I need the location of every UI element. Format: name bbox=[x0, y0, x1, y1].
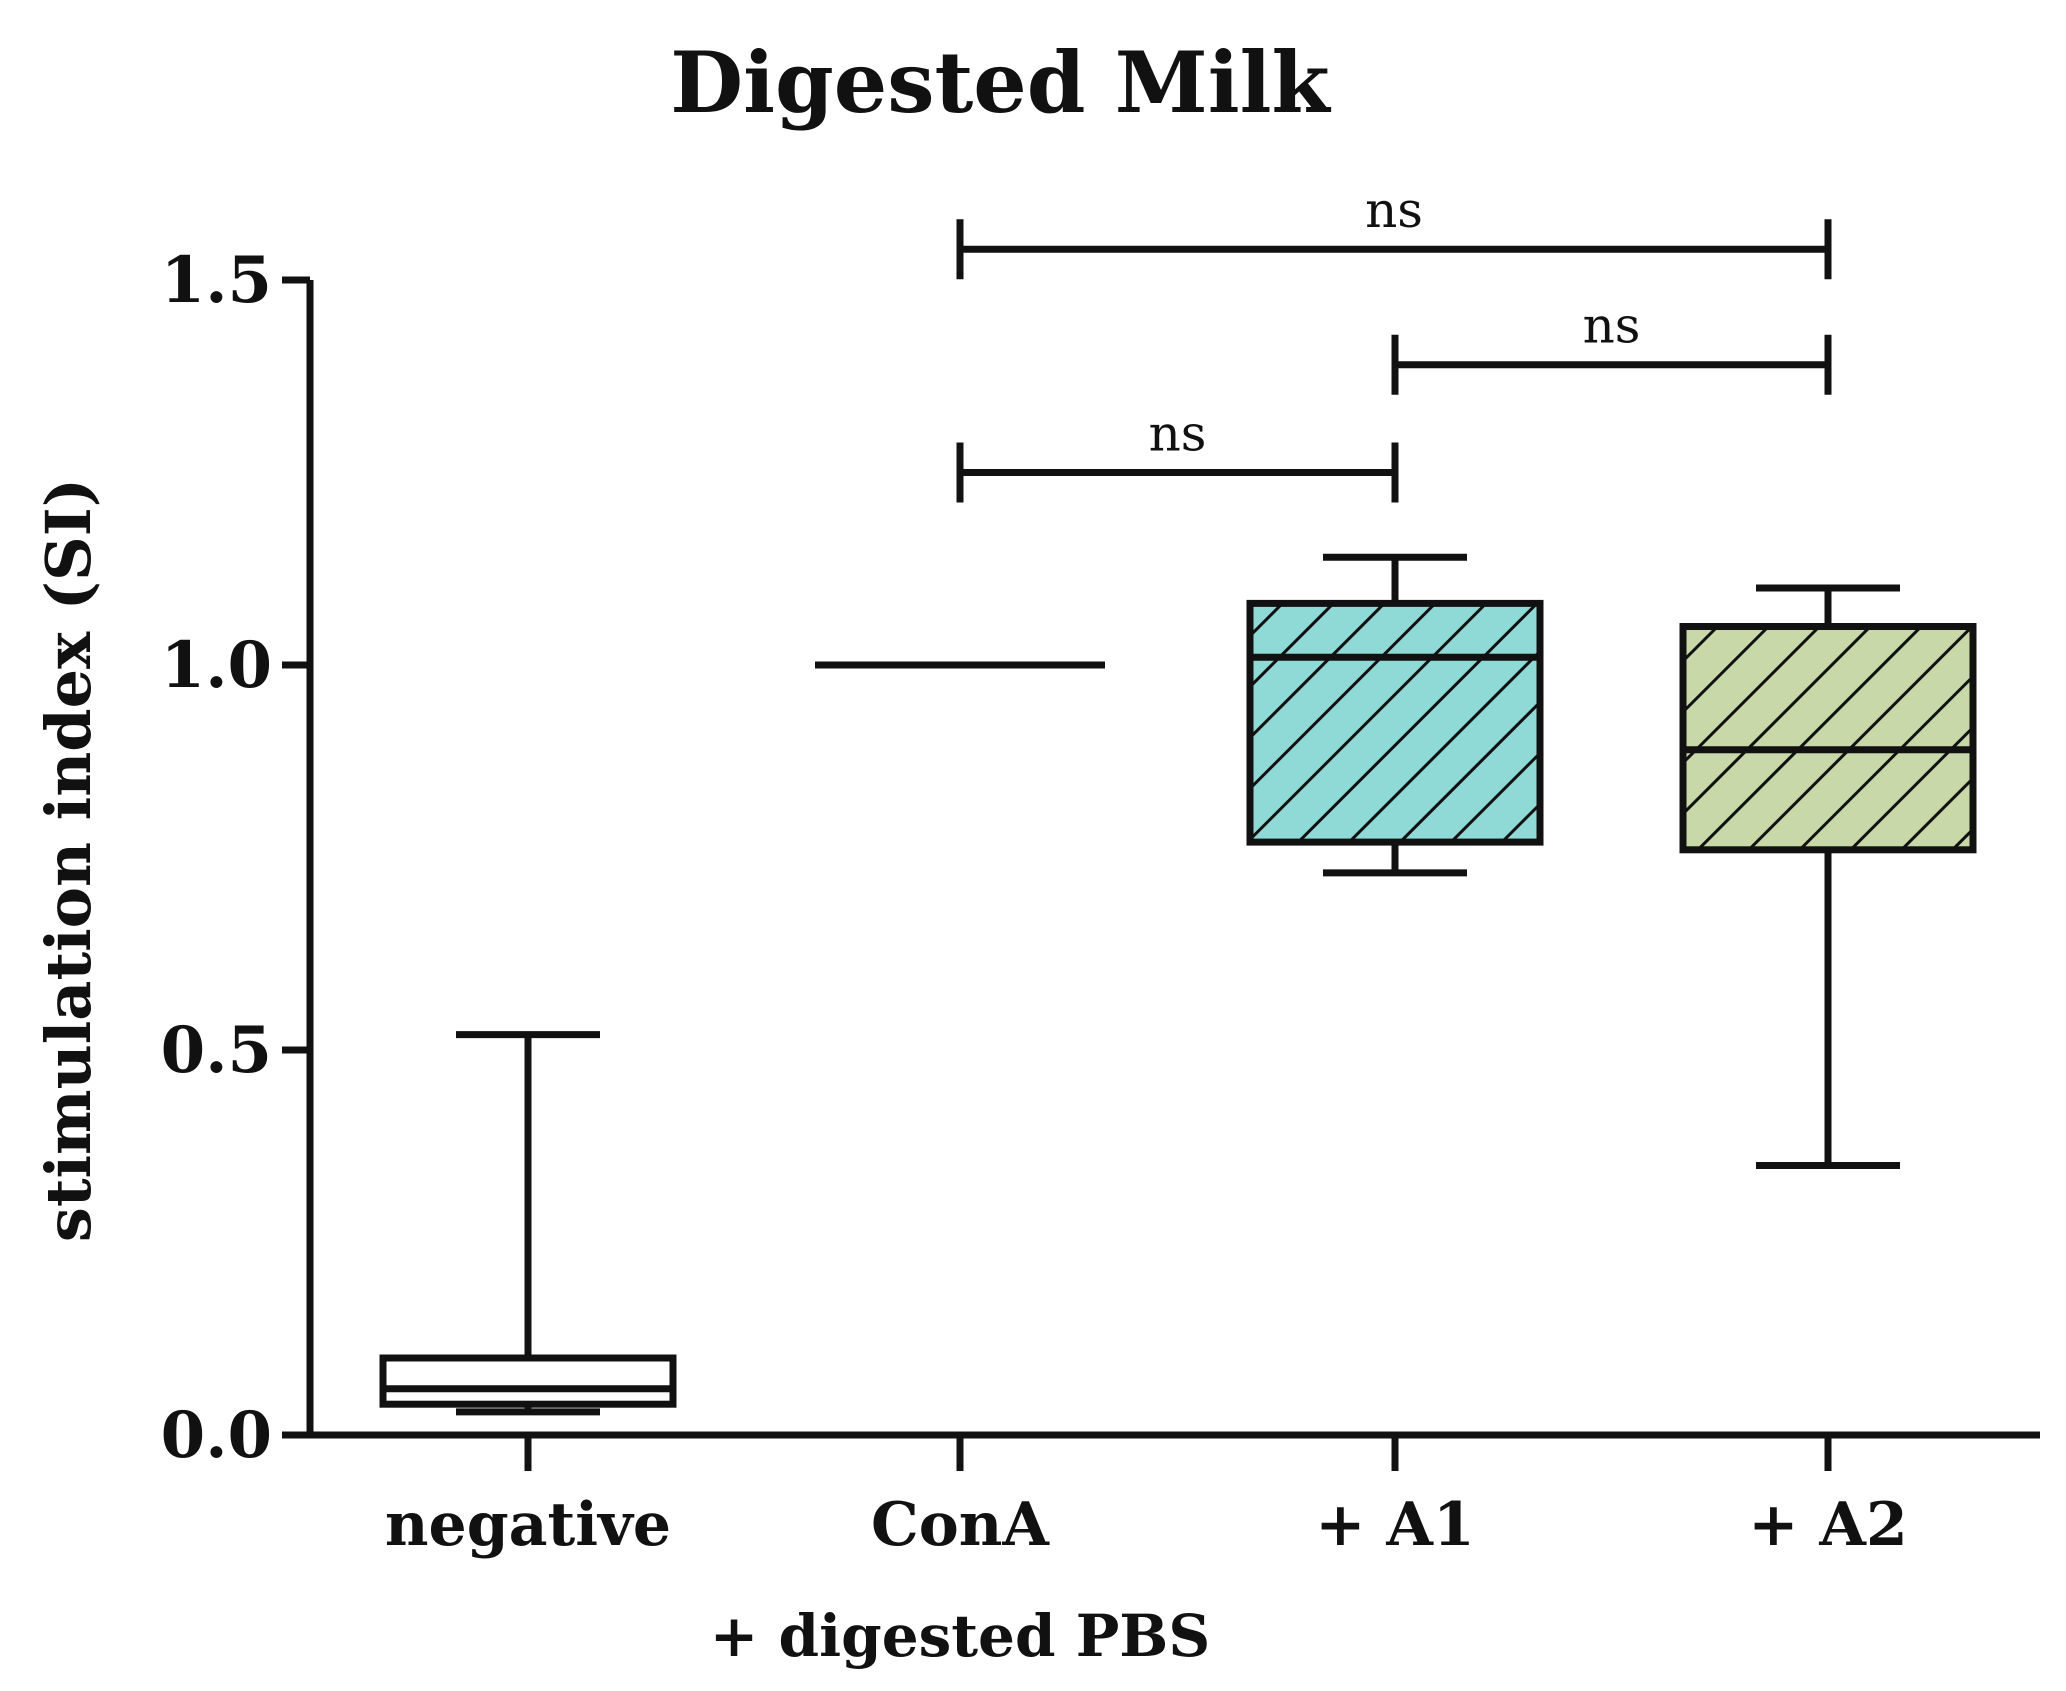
box-hatch-2 bbox=[1250, 603, 1540, 843]
boxes bbox=[379, 553, 1977, 1416]
box-fill-0 bbox=[383, 1358, 673, 1405]
significance-bracket-1: ns bbox=[1391, 297, 1832, 395]
group-label: + digested PBS bbox=[710, 1602, 1210, 1670]
bracket-label-1: ns bbox=[1583, 297, 1641, 355]
box-3 bbox=[1679, 584, 1977, 1169]
y-tick-label-3: 1.5 bbox=[161, 243, 272, 318]
x-tick-label-2: + A1 bbox=[1315, 1490, 1474, 1560]
box-outline-3 bbox=[1679, 623, 1977, 854]
box-2 bbox=[1246, 553, 1544, 877]
y-tick-label-2: 1.0 bbox=[161, 628, 272, 703]
x-tick-label-0: negative bbox=[385, 1490, 671, 1560]
y-tick-label-0: 0.0 bbox=[161, 1398, 272, 1473]
bracket-label-2: ns bbox=[1365, 181, 1423, 239]
bracket-label-0: ns bbox=[1149, 405, 1207, 463]
chart-title: Digested Milk bbox=[670, 33, 1331, 132]
y-axis-label: stimulation index (SI) bbox=[32, 478, 105, 1242]
box-hatch-3 bbox=[1683, 626, 1973, 850]
box-outline-0 bbox=[379, 1354, 677, 1408]
significance-bracket-0: ns bbox=[956, 405, 1399, 503]
y-tick-label-1: 0.5 bbox=[161, 1013, 272, 1088]
x-tick-label-1: ConA bbox=[871, 1490, 1050, 1560]
axes: 0.0 0.5 1.0 1.5 negative ConA + A1 + A2 bbox=[161, 243, 2040, 1560]
x-tick-label-3: + A2 bbox=[1748, 1490, 1907, 1560]
significance-bracket-2: ns bbox=[956, 181, 1832, 280]
significance-brackets: ns ns ns bbox=[956, 181, 1832, 503]
box-0 bbox=[379, 1031, 677, 1416]
box-outline-2 bbox=[1246, 599, 1544, 846]
